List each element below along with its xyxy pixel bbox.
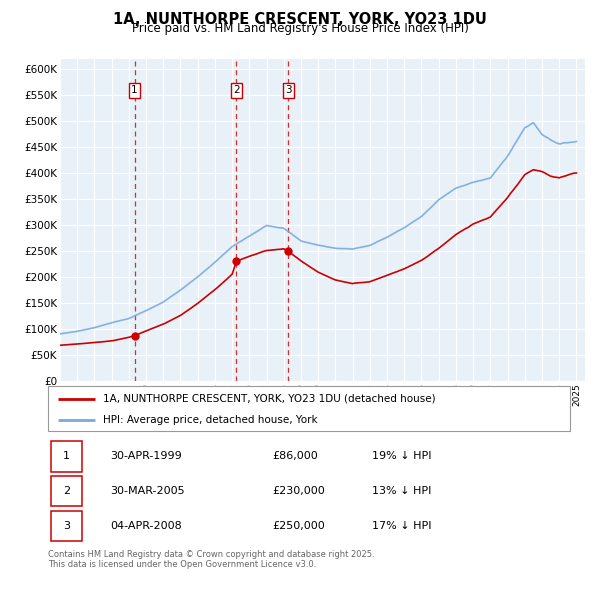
Bar bbox=[50, 476, 82, 506]
Text: 2: 2 bbox=[63, 486, 70, 496]
Text: 3: 3 bbox=[63, 521, 70, 531]
Text: £250,000: £250,000 bbox=[272, 521, 325, 531]
Text: Contains HM Land Registry data © Crown copyright and database right 2025.
This d: Contains HM Land Registry data © Crown c… bbox=[48, 550, 374, 569]
Text: 17% ↓ HPI: 17% ↓ HPI bbox=[371, 521, 431, 531]
Text: 1: 1 bbox=[63, 451, 70, 461]
Text: 1: 1 bbox=[131, 85, 138, 95]
Bar bbox=[50, 511, 82, 542]
Text: Price paid vs. HM Land Registry's House Price Index (HPI): Price paid vs. HM Land Registry's House … bbox=[131, 22, 469, 35]
Text: £86,000: £86,000 bbox=[272, 451, 318, 461]
Text: HPI: Average price, detached house, York: HPI: Average price, detached house, York bbox=[103, 415, 317, 425]
Text: 1A, NUNTHORPE CRESCENT, YORK, YO23 1DU: 1A, NUNTHORPE CRESCENT, YORK, YO23 1DU bbox=[113, 12, 487, 27]
Text: £230,000: £230,000 bbox=[272, 486, 325, 496]
Text: 30-APR-1999: 30-APR-1999 bbox=[110, 451, 182, 461]
Text: 19% ↓ HPI: 19% ↓ HPI bbox=[371, 451, 431, 461]
Text: 04-APR-2008: 04-APR-2008 bbox=[110, 521, 182, 531]
Text: 13% ↓ HPI: 13% ↓ HPI bbox=[371, 486, 431, 496]
Text: 1A, NUNTHORPE CRESCENT, YORK, YO23 1DU (detached house): 1A, NUNTHORPE CRESCENT, YORK, YO23 1DU (… bbox=[103, 394, 436, 404]
Text: 30-MAR-2005: 30-MAR-2005 bbox=[110, 486, 185, 496]
Bar bbox=[50, 441, 82, 471]
Text: 3: 3 bbox=[285, 85, 292, 95]
Text: 2: 2 bbox=[233, 85, 240, 95]
